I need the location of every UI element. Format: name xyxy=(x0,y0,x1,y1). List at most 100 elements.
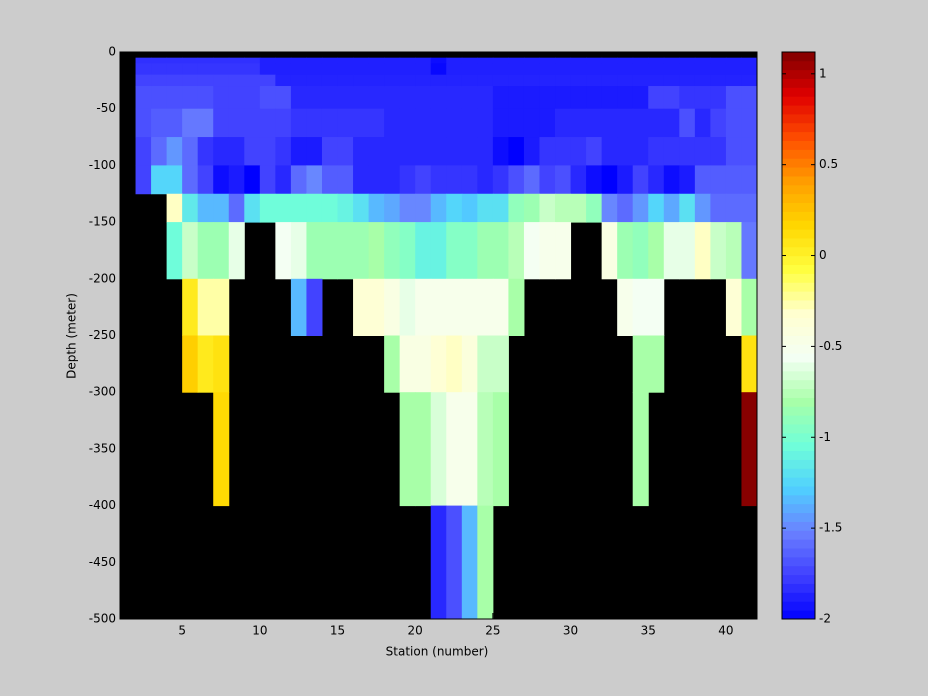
heatmap-cell xyxy=(570,74,587,87)
heatmap-cell xyxy=(259,57,276,64)
heatmap-cell xyxy=(399,63,416,76)
heatmap-cell xyxy=(555,74,572,87)
y-tick-label: -150 xyxy=(89,215,116,229)
heatmap-cell xyxy=(586,74,603,87)
heatmap-cell xyxy=(275,165,292,195)
heatmap-cell xyxy=(166,108,183,138)
heatmap-cell xyxy=(353,108,370,138)
heatmap-cell xyxy=(337,63,354,76)
heatmap-cell xyxy=(508,108,525,138)
heatmap-cell xyxy=(244,137,261,166)
heatmap-cell xyxy=(477,278,494,336)
colorbar-swatch xyxy=(782,131,815,141)
heatmap-cell xyxy=(353,57,370,64)
heatmap-cell xyxy=(492,86,509,110)
heatmap-cell xyxy=(135,63,152,76)
heatmap-cell xyxy=(368,57,385,64)
heatmap-cell xyxy=(151,63,168,76)
heatmap-cell xyxy=(213,63,230,76)
heatmap-cell xyxy=(601,74,618,87)
heatmap-cell xyxy=(461,74,478,87)
colorbar-swatch xyxy=(782,105,815,115)
heatmap-cell xyxy=(182,86,199,110)
heatmap-cell xyxy=(306,74,323,87)
heatmap-cell xyxy=(601,108,618,138)
heatmap-cell xyxy=(461,57,478,64)
heatmap-cell xyxy=(182,278,199,336)
heatmap-cell xyxy=(446,74,463,87)
heatmap-cell xyxy=(275,86,292,110)
heatmap-cell xyxy=(586,137,603,166)
heatmap-cell xyxy=(213,335,230,393)
heatmap-cell xyxy=(353,165,370,195)
heatmap-cell xyxy=(399,57,416,64)
colorbar-swatch xyxy=(782,140,815,150)
heatmap-cell xyxy=(648,86,665,110)
y-tick-label: 0 xyxy=(108,45,116,59)
colorbar-swatch xyxy=(782,273,815,283)
heatmap-cell xyxy=(415,165,432,195)
heatmap-cell xyxy=(244,86,261,110)
heatmap-cell xyxy=(492,278,509,336)
heatmap-cell xyxy=(290,278,307,336)
heatmap-cell xyxy=(492,335,509,393)
heatmap-cell xyxy=(632,74,649,87)
heatmap-cell xyxy=(632,193,649,223)
heatmap-cell xyxy=(725,74,742,87)
colorbar-swatch xyxy=(782,610,815,620)
heatmap-cell xyxy=(601,57,618,64)
colorbar-swatch xyxy=(782,503,815,514)
heatmap-cell xyxy=(632,335,649,393)
heatmap-cell xyxy=(228,57,245,64)
heatmap-cell xyxy=(182,57,199,64)
heatmap-cell xyxy=(430,57,447,64)
heatmap-cell xyxy=(166,86,183,110)
colorbar-swatch xyxy=(782,176,815,186)
heatmap-cell xyxy=(151,74,168,87)
heatmap-cell xyxy=(617,57,634,64)
heatmap-cell xyxy=(353,222,370,280)
heatmap-cell xyxy=(197,222,214,280)
heatmap-cell xyxy=(523,74,540,87)
colorbar-swatch xyxy=(782,415,815,425)
heatmap-cell xyxy=(337,137,354,166)
heatmap-cell xyxy=(197,193,214,223)
heatmap-cell xyxy=(508,57,525,64)
heatmap-cell xyxy=(461,86,478,110)
colorbar-swatch xyxy=(782,238,815,248)
heatmap-cell xyxy=(710,74,727,87)
colorbar-tick-label: -1.5 xyxy=(819,521,842,535)
heatmap-cell xyxy=(337,165,354,195)
y-tick-label: -100 xyxy=(89,158,116,172)
heatmap-cell xyxy=(384,63,401,76)
heatmap-cell xyxy=(725,137,742,166)
heatmap-cell xyxy=(632,57,649,64)
heatmap-cell xyxy=(197,57,214,64)
colorbar-swatch xyxy=(782,184,815,195)
heatmap-cell xyxy=(228,74,245,87)
heatmap-cell xyxy=(166,193,183,223)
heatmap-cell xyxy=(244,193,261,223)
heatmap-cell xyxy=(228,193,245,223)
heatmap-cell xyxy=(601,137,618,166)
heatmap-cell xyxy=(492,57,509,64)
heatmap-cell xyxy=(166,57,183,64)
heatmap-cell xyxy=(523,86,540,110)
heatmap-cell xyxy=(663,74,680,87)
heatmap-cell xyxy=(725,278,742,336)
heatmap-cell xyxy=(259,137,276,166)
heatmap-cell xyxy=(617,63,634,76)
heatmap-cell xyxy=(430,505,447,620)
heatmap-cell xyxy=(228,137,245,166)
colorbar-swatch xyxy=(782,530,815,540)
heatmap-cell xyxy=(166,222,183,280)
heatmap-cell xyxy=(399,108,416,138)
colorbar-swatch xyxy=(782,326,815,336)
heatmap-cell xyxy=(290,137,307,166)
heatmap-cell xyxy=(508,278,525,336)
heatmap-cell xyxy=(741,57,758,64)
heatmap-cell xyxy=(446,335,463,393)
heatmap-cell xyxy=(275,108,292,138)
heatmap-cell xyxy=(694,193,711,223)
heatmap-cell xyxy=(259,165,276,195)
